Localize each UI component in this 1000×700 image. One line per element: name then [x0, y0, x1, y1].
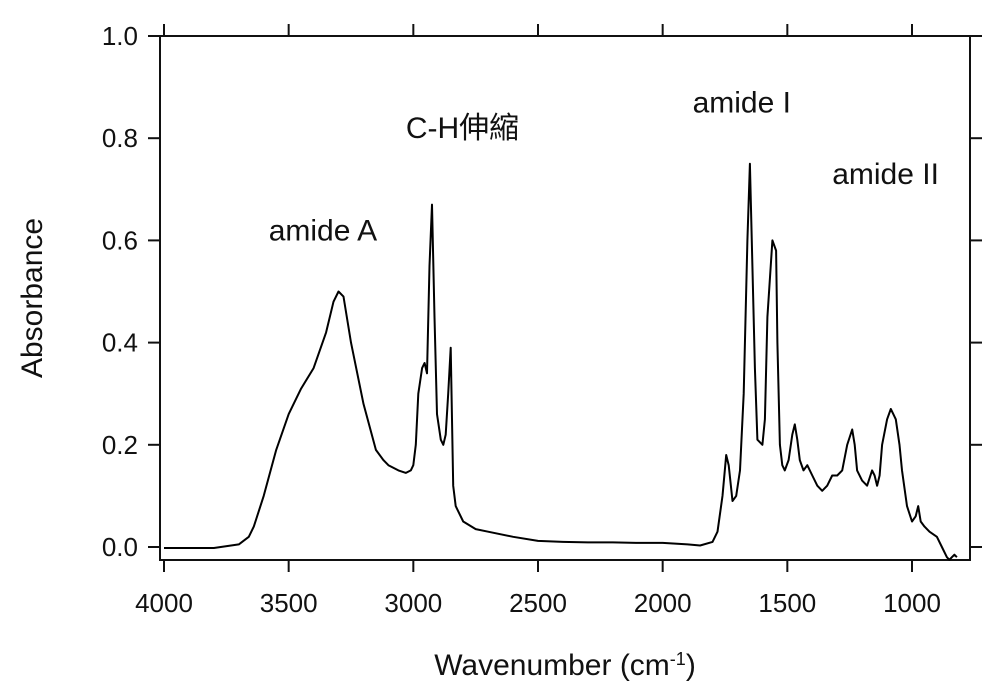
x-tick-label: 3000 [384, 588, 442, 618]
x-tick-label: 2000 [634, 588, 692, 618]
y-tick-label: 1.0 [102, 21, 138, 51]
x-tick-label: 1000 [883, 588, 941, 618]
y-axis-ticks: 0.0 0.2 0.4 0.6 0.8 1.0 [102, 21, 982, 562]
y-tick-label: 0.6 [102, 225, 138, 255]
x-tick-label: 3500 [260, 588, 318, 618]
peak-annotation: amide I [693, 87, 791, 120]
y-axis-title: Absorbance [16, 218, 49, 378]
peak-annotation: amide A [269, 214, 377, 247]
y-tick-label: 0.4 [102, 328, 138, 358]
peak-annotation: amide II [832, 158, 939, 191]
y-tick-label: 0.0 [102, 532, 138, 562]
peak-annotation: C-H伸縮 [406, 112, 519, 145]
x-axis-ticks: 4000 3500 3000 2500 2000 1500 1000 [135, 24, 941, 618]
plot-frame [159, 35, 971, 561]
series-layer [164, 162, 958, 561]
y-tick-label: 0.8 [102, 123, 138, 153]
y-tick-label: 0.2 [102, 430, 138, 460]
x-tick-label: 4000 [135, 588, 193, 618]
x-axis-title: Wavenumber (cm-1) [434, 649, 696, 682]
x-tick-label: 2500 [509, 588, 567, 618]
x-tick-label: 1500 [758, 588, 816, 618]
annotation-layer: amide A C-H伸縮 amide I amide II [269, 87, 939, 248]
spectrum-line [164, 162, 958, 561]
